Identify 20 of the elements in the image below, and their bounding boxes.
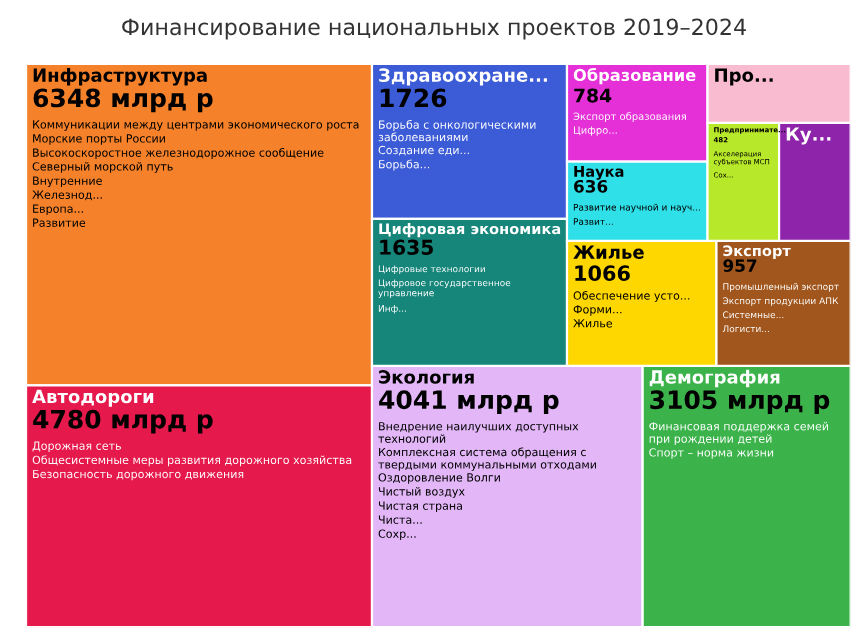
category-label: Автодороги bbox=[32, 389, 154, 407]
data-label: 1635 bbox=[380, 239, 433, 255]
data-label: 636 bbox=[574, 179, 608, 193]
data-label: 957 bbox=[723, 259, 757, 272]
data-label: 784 bbox=[574, 88, 612, 103]
data-label: 1066 bbox=[575, 265, 630, 282]
data-label: 4780 млрд р bbox=[33, 409, 213, 434]
category-label: Образование bbox=[573, 68, 696, 85]
category-label: Жилье bbox=[573, 245, 644, 259]
category-label: Демография bbox=[649, 369, 780, 388]
data-label: 4041 млрд р bbox=[379, 390, 559, 414]
text: Финансирование национальных проектов 2019–2024 bbox=[122, 18, 746, 40]
data-label: 6348 млрд р bbox=[33, 88, 213, 113]
category-label: Про... bbox=[715, 68, 773, 86]
category-label: Инфраструктура bbox=[33, 68, 207, 86]
data-label: 1726 bbox=[380, 88, 447, 108]
category-label: Экология bbox=[379, 370, 474, 384]
category-label: Ку... bbox=[786, 127, 831, 145]
data-label: 3105 млрд р bbox=[650, 390, 830, 414]
category-label: Здравоохране... bbox=[379, 68, 547, 86]
